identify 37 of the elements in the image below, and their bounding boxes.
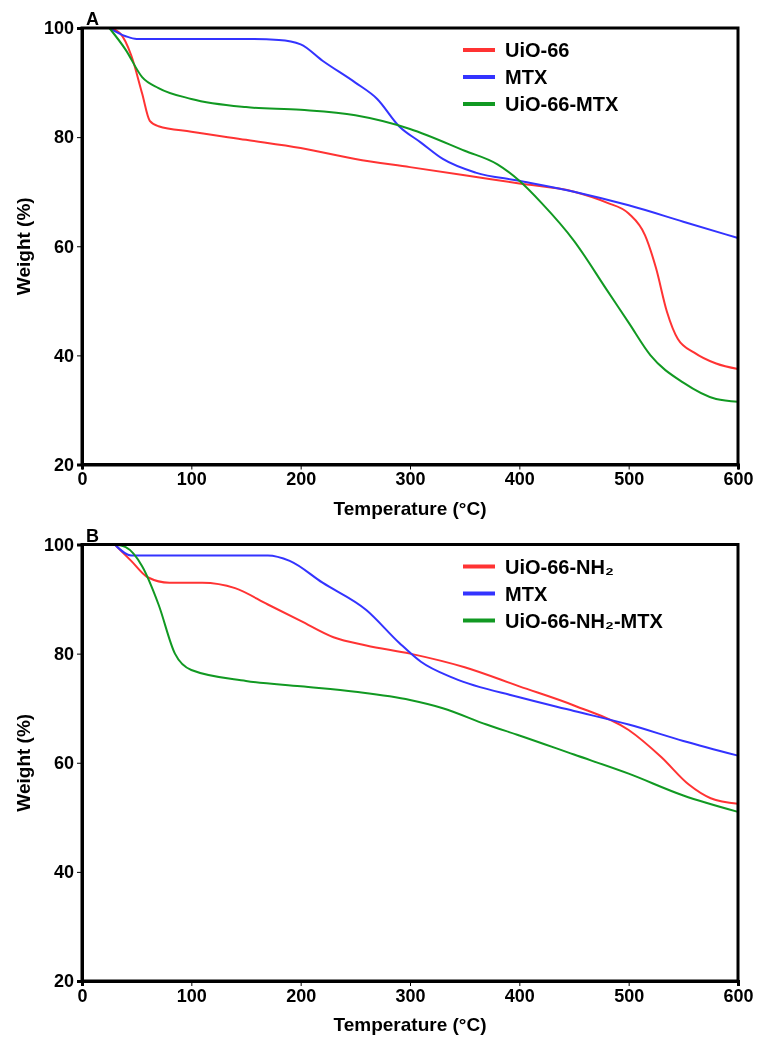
legend-label: UiO-66-MTX bbox=[505, 93, 619, 115]
x-tick-label: 600 bbox=[723, 469, 754, 490]
line-series bbox=[113, 543, 739, 757]
y-tick-label: 20 bbox=[53, 971, 74, 992]
y-axis-title: Weight (%) bbox=[13, 713, 34, 812]
x-tick-label: 600 bbox=[723, 985, 754, 1006]
legend-label: UiO-66 bbox=[505, 39, 570, 61]
x-tick-label: 300 bbox=[395, 469, 426, 490]
y-tick-label: 80 bbox=[53, 127, 74, 148]
legend-label: UiO-66-NH₂ bbox=[505, 555, 614, 578]
y-tick-label: 20 bbox=[53, 454, 74, 475]
x-tick-label: 500 bbox=[614, 985, 645, 1006]
x-tick-label: 100 bbox=[176, 985, 207, 1006]
x-axis-title: Temperature (°C) bbox=[333, 497, 487, 519]
x-tick-label: 500 bbox=[614, 469, 645, 490]
y-tick-label: 100 bbox=[43, 534, 74, 555]
legend-label: MTX bbox=[505, 582, 548, 605]
chart-title: A bbox=[86, 9, 99, 29]
legend-label: MTX bbox=[505, 66, 548, 88]
x-tick-label: 200 bbox=[286, 985, 317, 1006]
y-axis-title: Weight (%) bbox=[13, 197, 34, 296]
chart-title: B bbox=[86, 525, 99, 546]
y-tick-label: 40 bbox=[53, 345, 74, 366]
y-tick-label: 60 bbox=[53, 236, 74, 257]
x-tick-label: 100 bbox=[176, 469, 207, 490]
legend-label: UiO-66-NH₂-MTX bbox=[505, 609, 664, 632]
y-tick-label: 40 bbox=[53, 862, 74, 883]
x-axis-title: Temperature (°C) bbox=[333, 1014, 487, 1035]
y-tick-label: 100 bbox=[43, 18, 74, 39]
y-tick-label: 60 bbox=[53, 753, 74, 774]
x-tick-label: 300 bbox=[395, 985, 426, 1006]
x-tick-label: 400 bbox=[504, 985, 535, 1006]
x-tick-label: 0 bbox=[77, 985, 88, 1006]
x-tick-label: 0 bbox=[77, 469, 88, 490]
x-tick-label: 200 bbox=[286, 469, 317, 490]
y-tick-label: 80 bbox=[53, 643, 74, 664]
x-tick-label: 400 bbox=[504, 469, 535, 490]
